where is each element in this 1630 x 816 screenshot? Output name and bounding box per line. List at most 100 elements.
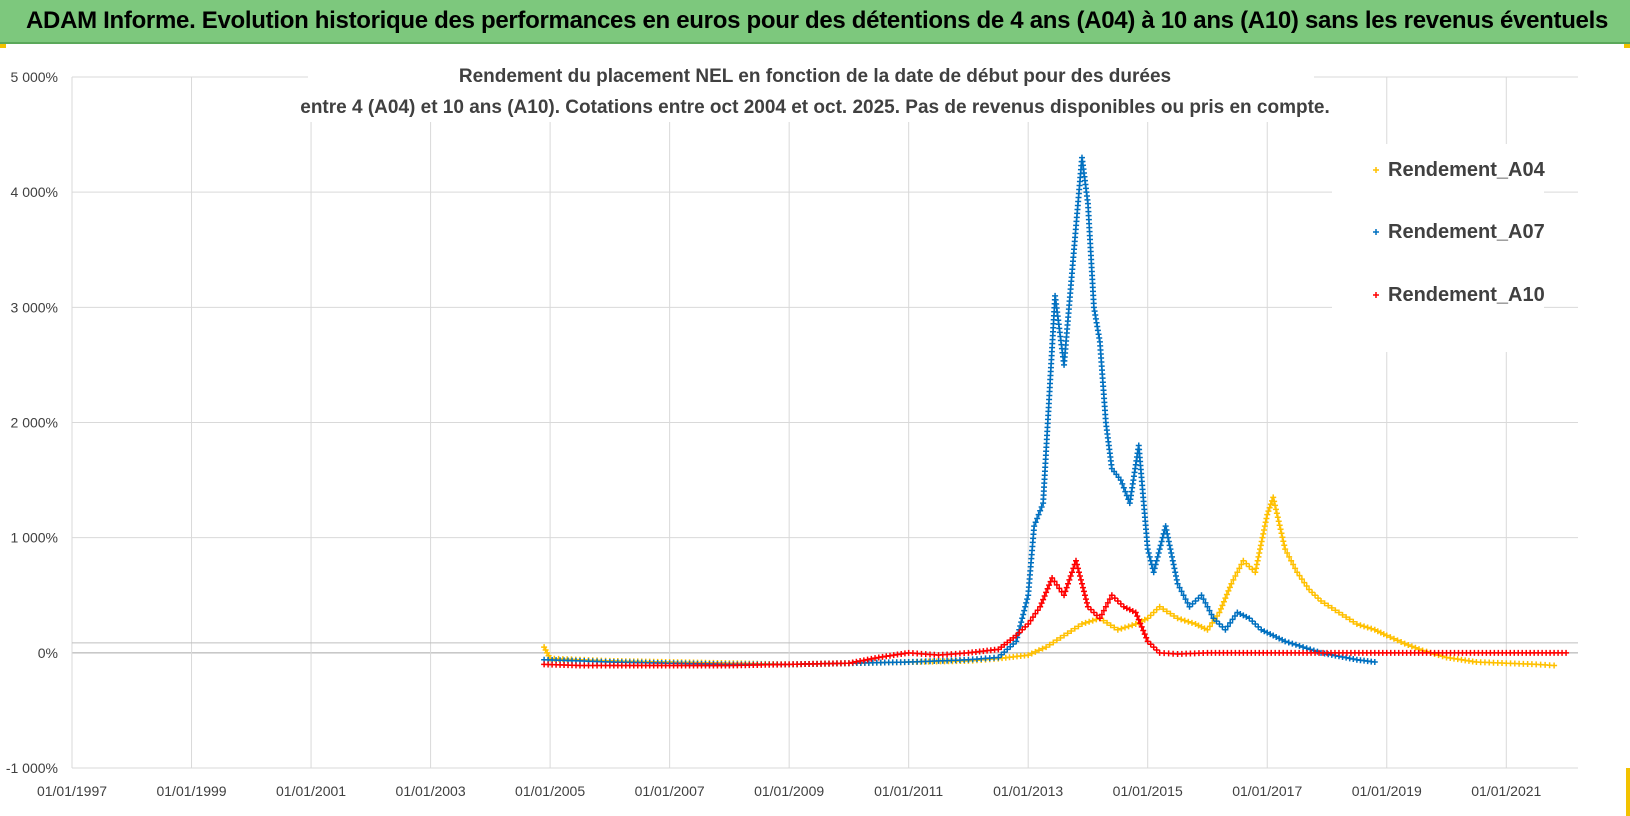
interpolated-point (1141, 631, 1148, 638)
data-point (1270, 494, 1277, 501)
interpolated-point (1257, 542, 1264, 549)
data-point (1228, 580, 1235, 587)
interpolated-point (1120, 484, 1127, 491)
legend-marker (1373, 229, 1379, 235)
interpolated-point (1053, 637, 1060, 644)
interpolated-point (1255, 553, 1262, 560)
series-Rendement_A07 (541, 154, 1378, 668)
interpolated-point (1220, 598, 1227, 605)
interpolated-point (1234, 569, 1241, 576)
interpolated-point (1154, 553, 1161, 560)
interpolated-point (1260, 530, 1267, 537)
interpolated-point (1223, 591, 1230, 598)
y-tick-label: 2 000% (11, 415, 58, 431)
interpolated-point (1111, 624, 1118, 631)
series-layer (541, 154, 1570, 669)
interpolated-point (1043, 589, 1050, 596)
interpolated-point (1307, 646, 1314, 653)
data-point (1335, 609, 1342, 616)
interpolated-point (1147, 557, 1154, 564)
interpolated-point (1157, 542, 1164, 549)
data-point (1114, 626, 1121, 633)
data-point (1204, 626, 1211, 633)
interpolated-point (1325, 602, 1332, 609)
interpolated-point (1254, 557, 1261, 564)
data-point (1049, 574, 1056, 581)
corner-marker-top-right (1624, 44, 1630, 48)
interpolated-point (1204, 603, 1211, 610)
interpolated-point (1032, 648, 1039, 655)
interpolated-point (1151, 565, 1158, 572)
interpolated-point (1246, 563, 1253, 570)
interpolated-point (1159, 534, 1166, 541)
interpolated-point (1290, 561, 1297, 568)
series-Rendement_A10 (541, 557, 1570, 669)
interpolated-point (1104, 599, 1111, 606)
interpolated-point (1181, 617, 1188, 624)
data-point (1025, 652, 1032, 659)
interpolated-point (1167, 610, 1174, 617)
interpolated-point (1152, 561, 1159, 568)
interpolated-point (1171, 612, 1178, 619)
data-point (1025, 621, 1032, 628)
interpolated-point (1076, 573, 1083, 580)
interpolated-point (1222, 595, 1229, 602)
interpolated-point (1166, 542, 1173, 549)
legend-label-a04: Rendement_A04 (1388, 159, 1546, 181)
chart-area: -1 000% 0% 1 000% 2 000% 3 000% 4 000% 5 000% 0… (0, 44, 1630, 816)
interpolated-point (1249, 566, 1256, 573)
interpolated-point (1051, 578, 1058, 585)
data-point (1216, 609, 1223, 616)
interpolated-point (1357, 622, 1364, 629)
interpolated-point (1029, 614, 1036, 621)
interpolated-point (1368, 625, 1375, 632)
interpolated-point (1281, 542, 1288, 549)
legend-label-a10: Rendement_A10 (1388, 284, 1545, 306)
interpolated-point (1206, 623, 1213, 630)
interpolated-point (1364, 624, 1371, 631)
interpolated-point (1163, 608, 1170, 615)
interpolated-point (1155, 550, 1162, 557)
interpolated-point (1292, 565, 1299, 572)
interpolated-point (1083, 599, 1090, 606)
y-tick-label: 3 000% (11, 299, 58, 315)
interpolated-point (1263, 515, 1270, 522)
interpolated-point (1219, 602, 1226, 609)
interpolated-point (1273, 510, 1280, 517)
data-point (1117, 477, 1124, 484)
interpolated-point (1213, 618, 1220, 625)
interpolated-point (1064, 630, 1071, 637)
interpolated-point (1180, 592, 1187, 599)
interpolated-point (1023, 599, 1030, 606)
x-tick-label: 01/01/2011 (874, 783, 943, 799)
interpolated-point (1044, 585, 1051, 592)
axis-layer: -1 000% 0% 1 000% 2 000% 3 000% 4 000% 5 000% 0… (6, 69, 1578, 799)
data-point (1156, 603, 1163, 610)
interpolated-point (1080, 588, 1087, 595)
interpolated-point (1046, 641, 1053, 648)
interpolated-point (1020, 611, 1027, 618)
interpolated-point (1075, 569, 1082, 576)
interpolated-point (1078, 580, 1085, 587)
interpolated-point (1041, 592, 1048, 599)
interpolated-point (1271, 498, 1278, 505)
interpolated-point (1262, 519, 1269, 526)
x-tick-label: 01/01/2001 (276, 783, 346, 799)
interpolated-point (1146, 553, 1153, 560)
interpolated-point (1178, 588, 1185, 595)
interpolated-point (1122, 488, 1129, 495)
interpolated-point (1165, 538, 1172, 545)
data-point (1563, 649, 1570, 656)
data-point (1210, 615, 1217, 622)
interpolated-point (1328, 604, 1335, 611)
interpolated-point (1053, 581, 1060, 588)
interpolated-point (1037, 507, 1044, 514)
interpolated-point (1071, 625, 1078, 632)
data-point (1222, 626, 1229, 633)
interpolated-point (1038, 503, 1045, 510)
interpolated-point (1028, 650, 1035, 657)
interpolated-point (1111, 595, 1118, 602)
data-point (1353, 621, 1360, 628)
interpolated-point (1258, 538, 1265, 545)
interpolated-point (1079, 584, 1086, 591)
